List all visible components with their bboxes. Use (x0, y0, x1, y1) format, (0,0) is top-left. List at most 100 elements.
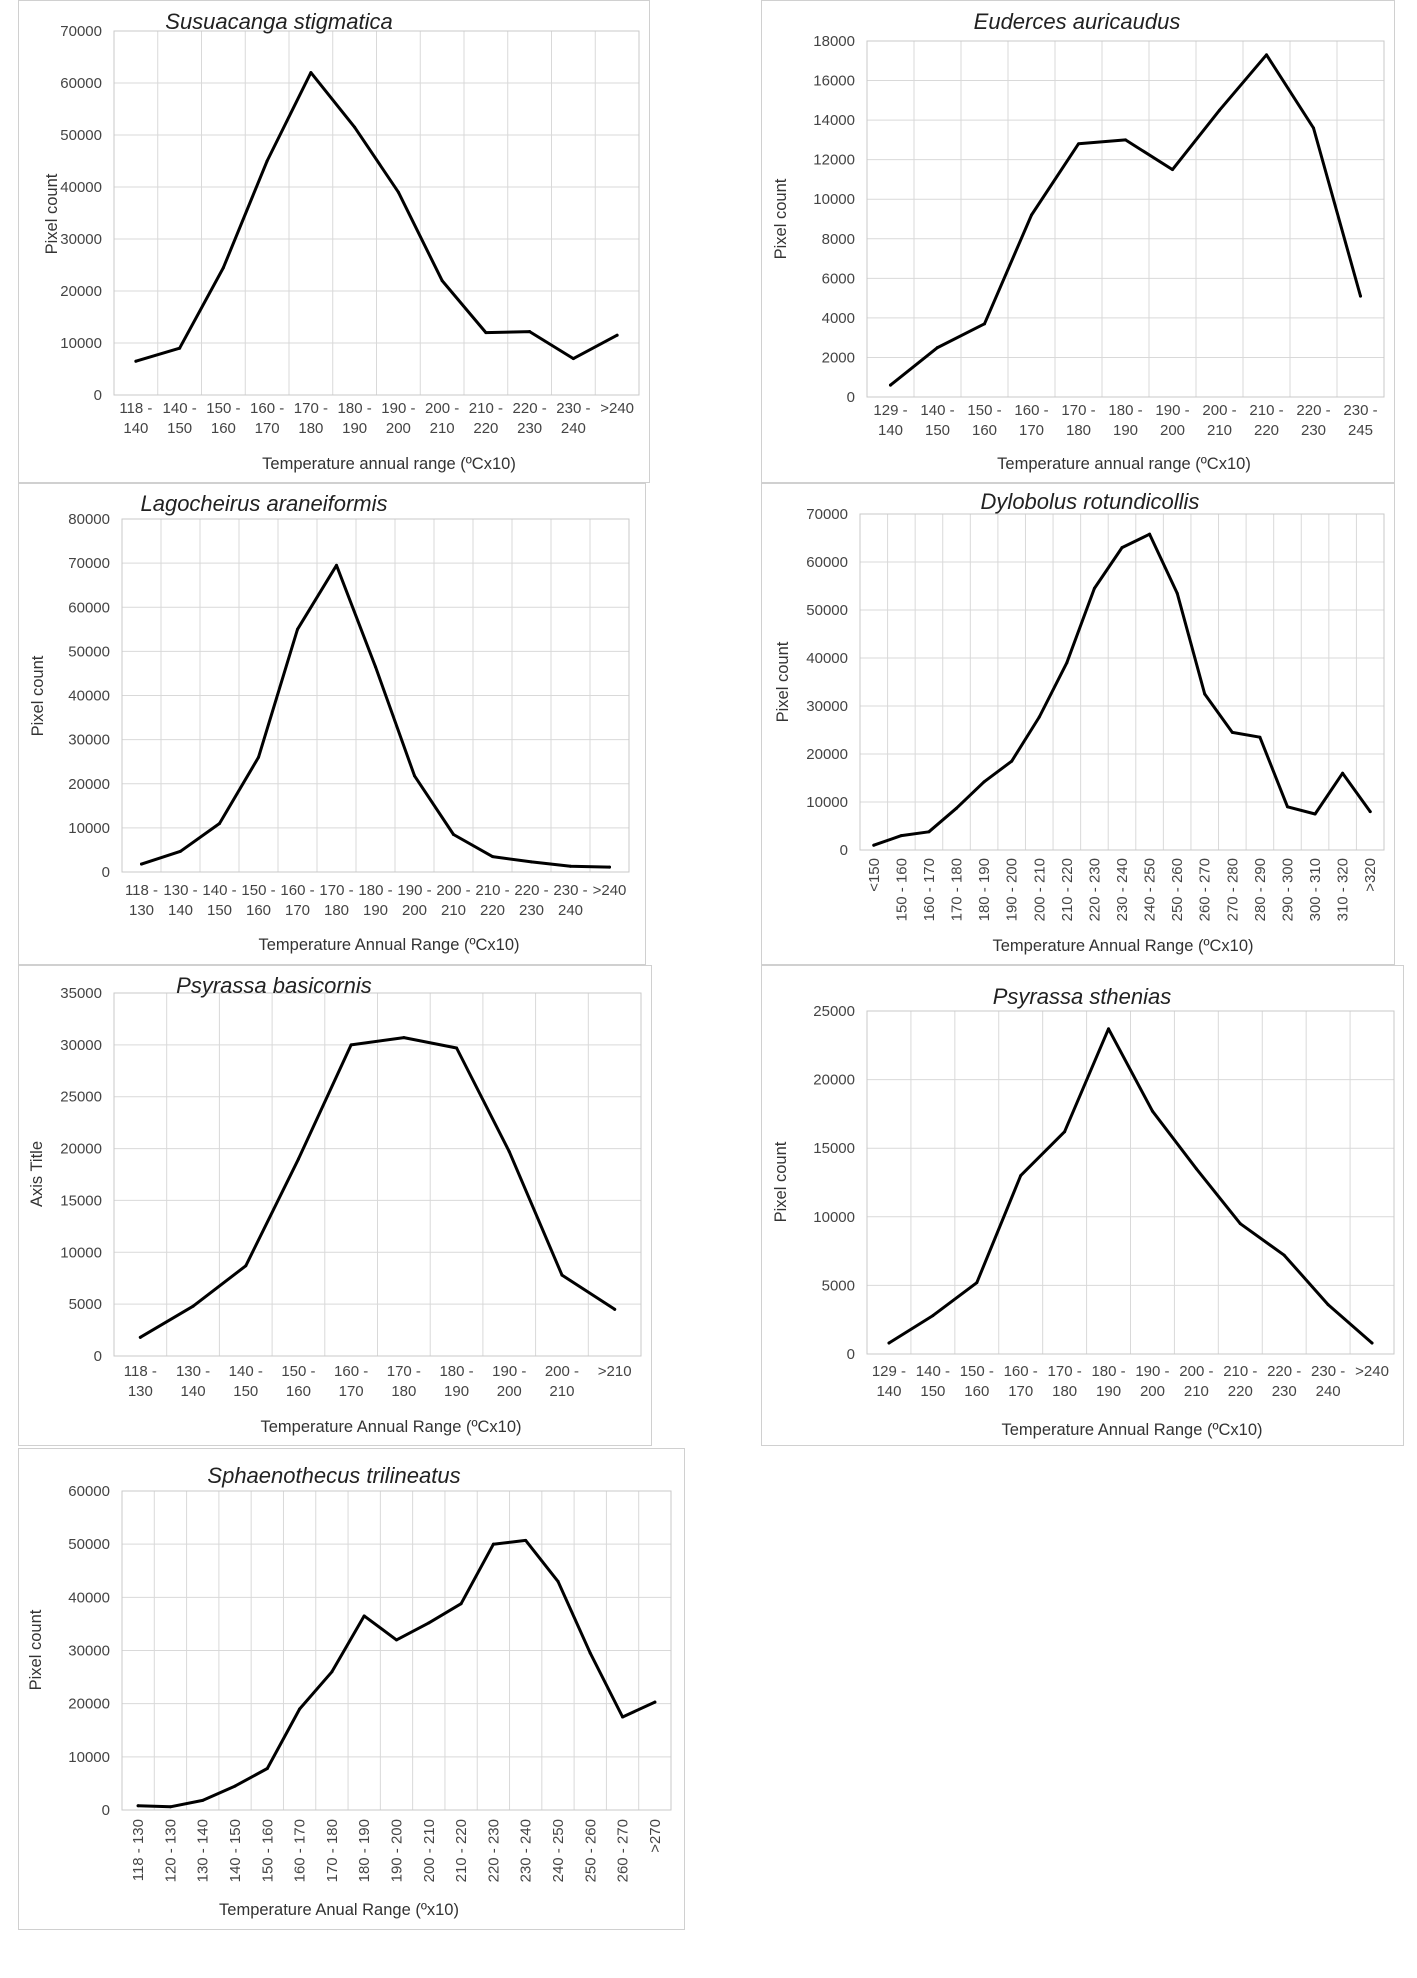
x-tick-label: 130 - 140 (195, 1819, 212, 1882)
y-tick-label: 60000 (806, 554, 848, 571)
x-tick-label: 140 - (916, 1363, 950, 1380)
chart-panel-dylobolus-rotundicollis: 0 10000 20000 30000 40000 50000 60000 70000 <150… (761, 483, 1395, 965)
y-axis-label: Pixel count (772, 1141, 790, 1222)
series-line (887, 1027, 1374, 1345)
data-point (982, 780, 986, 784)
x-tick-label: 130 - (176, 1363, 210, 1380)
x-tick-label: 150 (920, 1383, 945, 1400)
x-tick-label: 220 - 230 (1086, 858, 1103, 921)
data-point (983, 322, 986, 326)
y-tick-label: 0 (102, 864, 110, 881)
data-point (872, 843, 876, 847)
x-tick-label: 240 (558, 902, 583, 919)
data-point (588, 1651, 592, 1655)
x-tick-label: 170 - (387, 1363, 421, 1380)
data-point (309, 71, 313, 75)
y-tick-label: 20000 (60, 1141, 102, 1158)
chart-panel-susuacanga-stigmatica: 0 10000 20000 30000 40000 50000 60000 70000 118 … (18, 0, 650, 483)
data-point (396, 190, 400, 194)
x-tick-label: 180 (298, 420, 323, 437)
x-tick-label: 220 (473, 420, 498, 437)
x-tick-label: >320 (1362, 858, 1379, 892)
x-tick-label: 150 - (960, 1363, 994, 1380)
x-tick-label: 160 - 170 (292, 1819, 309, 1882)
x-tick-label: 250 - 260 (1169, 858, 1186, 921)
x-tick-label: 220 (1228, 1383, 1253, 1400)
x-tick-label: 290 - 300 (1279, 858, 1296, 921)
x-tick-label: 170 (1008, 1383, 1033, 1400)
chart-svg-psyrassa-sthenias: 0 5000 10000 15000 20000 25000 129 - 140 140 - 15… (772, 984, 1395, 1439)
y-tick-label: 15000 (60, 1192, 102, 1209)
data-point (955, 806, 959, 810)
data-point (362, 1614, 366, 1618)
data-point (1313, 812, 1317, 816)
x-tick-label: 118 - (125, 882, 158, 899)
chart-svg-sphaenothecus-trilineatus: 0 10000 20000 30000 40000 50000 60000 118 - 130… (27, 1463, 672, 1919)
x-tick-label: 190 - (397, 882, 431, 899)
plot-area (859, 513, 1385, 851)
x-tick-label: 180 - (338, 400, 372, 417)
x-tick-label: 230 (517, 420, 542, 437)
x-tick-label: 210 (1207, 422, 1232, 439)
data-point (1063, 1130, 1067, 1134)
chart-svg-lagocheirus-araneiformis: 0 10000 20000 30000 40000 50000 60000 70000 8000… (29, 491, 630, 954)
data-point (507, 1150, 511, 1154)
series-line (136, 1538, 657, 1809)
y-tick-label: 40000 (806, 650, 848, 667)
x-tick-label: 220 - (1267, 1363, 1301, 1380)
data-point (1326, 1303, 1330, 1307)
y-tick-label: 30000 (806, 698, 848, 715)
x-tick-label: 180 - (358, 882, 392, 899)
data-point (615, 333, 619, 337)
chart-title: Susuacanga stigmatica (165, 9, 392, 34)
data-point (168, 1805, 172, 1809)
chart-panel-lagocheirus-araneiformis: 0 10000 20000 30000 40000 50000 60000 70000 8000… (18, 483, 646, 965)
series-line (872, 532, 1372, 847)
x-tick-label: 230 - (553, 882, 587, 899)
x-tick-label: 180 (1066, 422, 1091, 439)
x-tick-label: 220 - (513, 400, 547, 417)
plot-area (866, 40, 1385, 398)
x-tick-label: 150 - (281, 1363, 315, 1380)
data-point (491, 1542, 495, 1546)
data-point (178, 346, 182, 350)
x-tick-label: 180 (391, 1383, 416, 1400)
y-tick-label: 15000 (813, 1140, 855, 1157)
y-tick-label: 70000 (68, 555, 110, 572)
x-tick-label: 180 - (1091, 1363, 1125, 1380)
x-tick-label: 118 - (119, 400, 152, 417)
x-tick-label: 200 - (1202, 402, 1236, 419)
x-tick-label: 230 - (1343, 402, 1377, 419)
x-tick-label: 260 - 270 (1197, 858, 1214, 921)
data-point (1107, 1027, 1111, 1031)
y-tick-label: 10000 (60, 335, 102, 352)
x-tick-label: 210 - (1223, 1363, 1257, 1380)
data-point (374, 665, 377, 669)
x-tick-label: 170 - (294, 400, 328, 417)
x-tick-label: 200 (1160, 422, 1185, 439)
chart-svg-psyrassa-basicornis: 0 5000 10000 15000 20000 25000 30000 35000 118 -… (28, 973, 642, 1436)
data-point (1341, 771, 1345, 775)
x-tick-label: 160 - 170 (921, 858, 938, 921)
y-tick-label: 10000 (68, 820, 110, 837)
data-point (459, 1602, 463, 1606)
x-tick-label: 210 - 220 (453, 1819, 470, 1882)
data-point (1368, 810, 1372, 814)
y-tick-label: 30000 (60, 231, 102, 248)
x-tick-label: 140 (168, 902, 193, 919)
y-tick-label: 60000 (68, 1483, 110, 1500)
y-tick-label: 6000 (822, 270, 855, 287)
y-tick-label: 50000 (68, 643, 110, 660)
x-tick-label: 150 - (241, 882, 275, 899)
x-tick-label: 120 - 130 (162, 1819, 179, 1882)
x-axis-label: Temperature Annual Range (ºCx10) (260, 1418, 521, 1436)
data-point (265, 159, 269, 163)
series-line (140, 563, 611, 869)
x-tick-label: 210 - (469, 400, 503, 417)
x-tick-label: 150 (233, 1383, 258, 1400)
y-tick-label: 70000 (60, 23, 102, 40)
data-point (1312, 126, 1315, 130)
x-tick-label: 170 (339, 1383, 364, 1400)
data-point (936, 346, 939, 350)
x-tick-label: 190 (1096, 1383, 1121, 1400)
